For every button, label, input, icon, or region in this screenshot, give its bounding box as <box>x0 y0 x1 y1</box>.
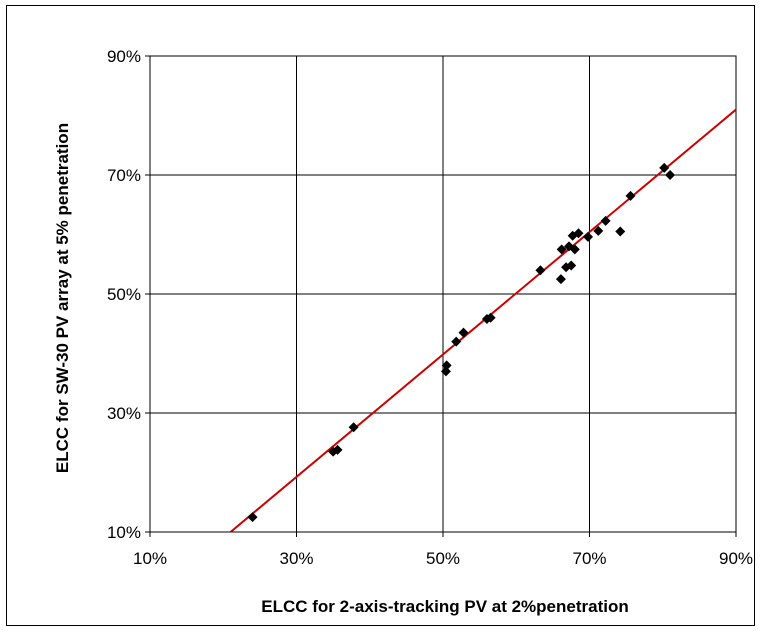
scatter-chart: 10% 30% 50% 70% 90% 10% 30% 50% 70% 90% ELCC for … <box>53 47 753 616</box>
x-tick-label: 70% <box>572 549 606 568</box>
y-tick-label: 30% <box>107 404 141 423</box>
data-point <box>569 244 580 255</box>
data-point <box>451 336 462 347</box>
chart-frame: 10% 30% 50% 70% 90% 10% 30% 50% 70% 90% ELCC for … <box>6 5 755 626</box>
data-point <box>625 190 636 201</box>
y-tick-label: 50% <box>107 285 141 304</box>
trendline <box>229 108 737 533</box>
data-point <box>615 226 626 237</box>
x-tick-label: 10% <box>133 549 167 568</box>
data-point <box>348 422 359 433</box>
data-point <box>556 244 567 255</box>
x-tick-label: 50% <box>426 549 460 568</box>
data-point <box>485 312 496 323</box>
data-point <box>566 260 577 271</box>
data-point <box>535 265 546 276</box>
data-point <box>573 228 584 239</box>
x-axis-title: ELCC for 2-axis-tracking PV at 2%penetra… <box>261 597 628 616</box>
data-point <box>458 327 469 338</box>
y-tick-label: 90% <box>107 47 141 66</box>
y-tick-label: 70% <box>107 166 141 185</box>
data-point <box>332 444 343 455</box>
y-axis-title: ELCC for SW-30 PV array at 5% penetratio… <box>53 123 72 473</box>
data-point <box>659 162 670 173</box>
data-point <box>555 274 566 285</box>
data-point <box>665 170 676 180</box>
data-point <box>247 512 258 523</box>
data-point <box>600 215 611 226</box>
data-point <box>441 360 452 371</box>
data-point <box>440 366 451 377</box>
x-tick-label: 90% <box>719 549 753 568</box>
x-tick-label: 30% <box>279 549 313 568</box>
y-tick-label: 10% <box>107 523 141 542</box>
data-point <box>593 225 604 236</box>
data-point <box>583 231 594 242</box>
